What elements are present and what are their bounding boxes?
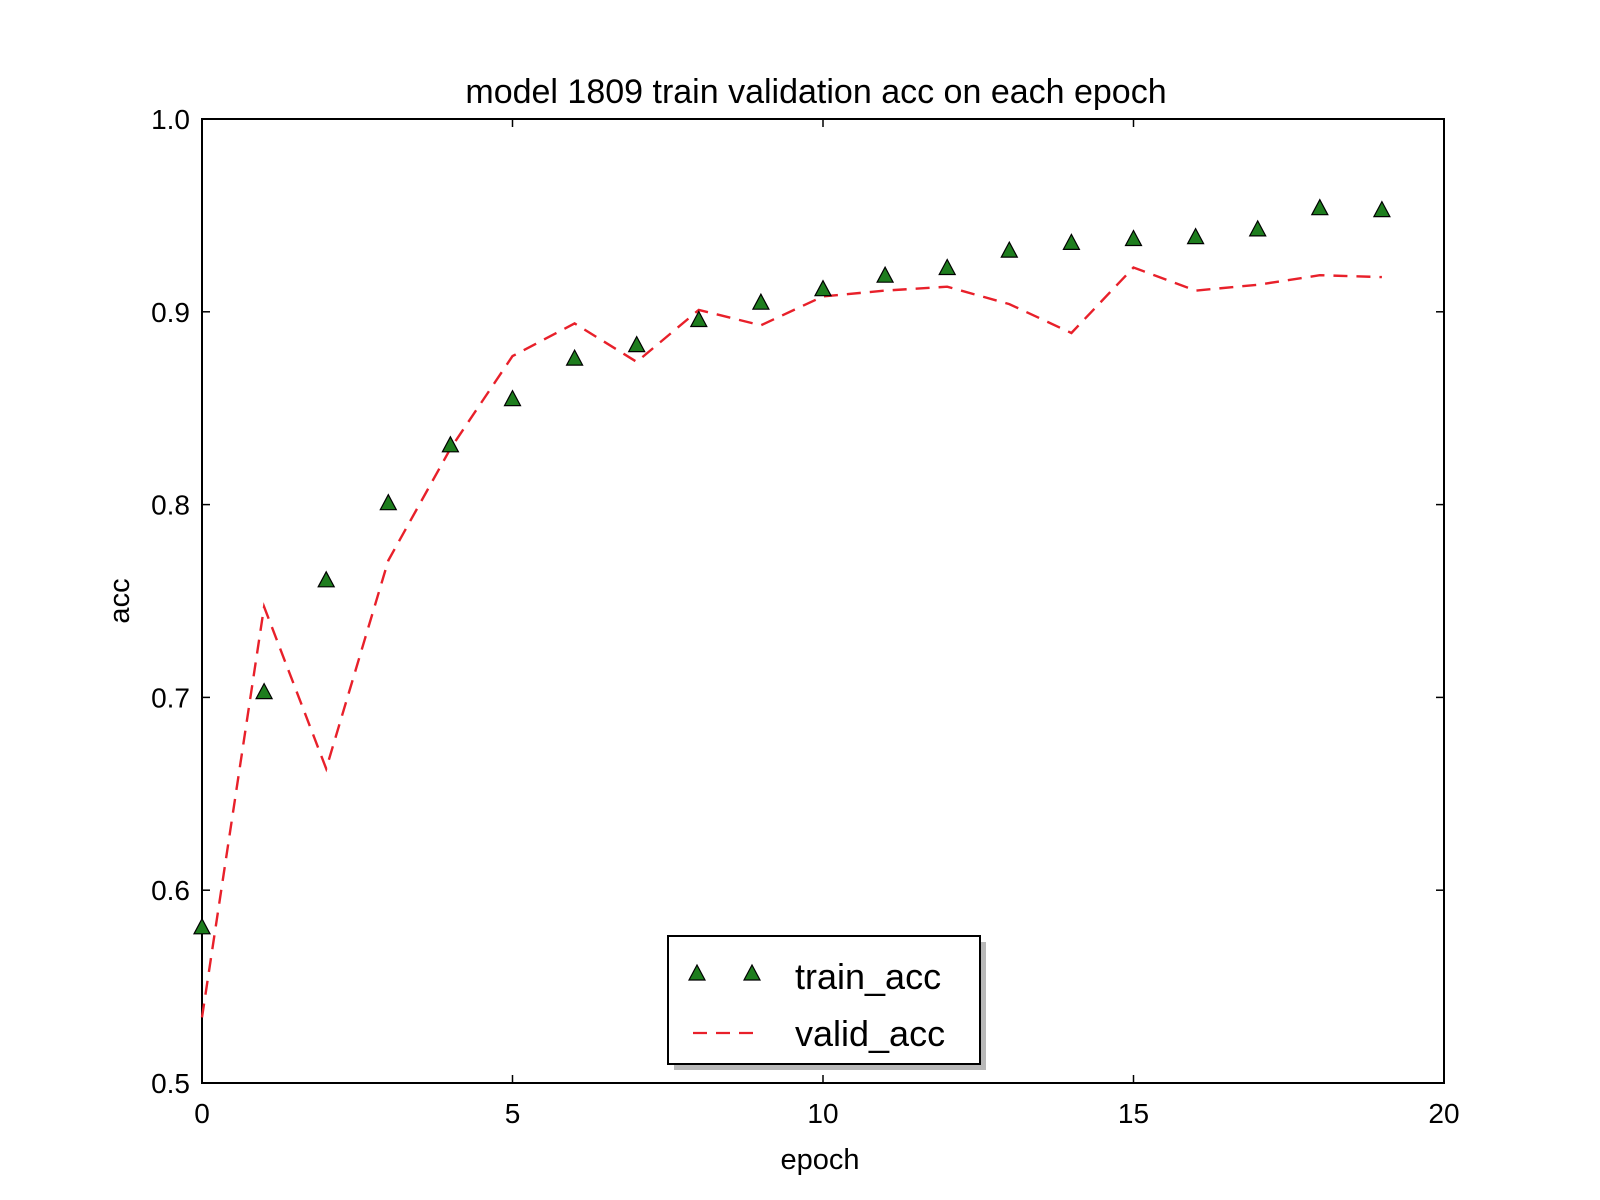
- train-acc-point: [379, 493, 398, 511]
- x-axis-label: epoch: [780, 1144, 859, 1176]
- train-acc-point: [317, 570, 336, 588]
- series-layer: [193, 198, 1391, 1018]
- train-acc-point: [503, 389, 522, 407]
- y-tick-label: 0.9: [151, 297, 190, 328]
- legend-label-train: train_acc: [795, 956, 941, 997]
- legend: train_acc valid_acc: [667, 935, 986, 1070]
- valid-acc-line: [200, 266, 1382, 1018]
- train-acc-point: [193, 917, 211, 935]
- x-tick-label: 0: [194, 1098, 210, 1129]
- x-tick-label: 5: [505, 1098, 521, 1129]
- y-tick-label: 0.5: [151, 1068, 190, 1099]
- y-tick-label: 0.8: [151, 490, 190, 521]
- legend-box: [667, 935, 981, 1065]
- train-acc-point: [565, 348, 584, 366]
- y-tick-label: 0.6: [151, 875, 190, 906]
- x-tick-label: 15: [1118, 1098, 1149, 1129]
- y-axis-label: acc: [104, 578, 136, 623]
- y-tick-label: 0.7: [151, 682, 190, 713]
- axis-ticks: [201, 118, 1445, 1084]
- legend-label-valid: valid_acc: [795, 1013, 945, 1054]
- train-acc-point: [1000, 240, 1019, 258]
- train-acc-point: [938, 258, 957, 276]
- x-tick-label: 10: [807, 1098, 838, 1129]
- chart-title: model 1809 train validation acc on each …: [465, 73, 1166, 111]
- train-acc-point: [1372, 200, 1391, 218]
- train-acc-point: [751, 292, 770, 310]
- train-acc-point: [1310, 198, 1329, 216]
- train-acc-point: [441, 435, 460, 453]
- x-tick-labels: 0 5 10 15 20: [194, 1098, 1459, 1129]
- y-tick-labels: 0.5 0.6 0.7 0.8 0.9 1.0: [151, 104, 190, 1099]
- train-acc-point: [814, 279, 832, 297]
- train-acc-point: [1186, 227, 1205, 245]
- train-acc-point: [1062, 233, 1081, 250]
- train-acc-point: [689, 310, 708, 328]
- x-tick-label: 20: [1428, 1098, 1459, 1129]
- train-acc-point: [1248, 219, 1267, 237]
- train-acc-point: [627, 335, 646, 353]
- train-acc-point: [1124, 229, 1143, 247]
- y-tick-label: 1.0: [151, 104, 190, 135]
- legend-train-marker-1: [688, 963, 706, 981]
- legend-train-marker-2: [743, 963, 761, 981]
- train-acc-point: [255, 682, 274, 700]
- train-acc-point: [876, 265, 895, 283]
